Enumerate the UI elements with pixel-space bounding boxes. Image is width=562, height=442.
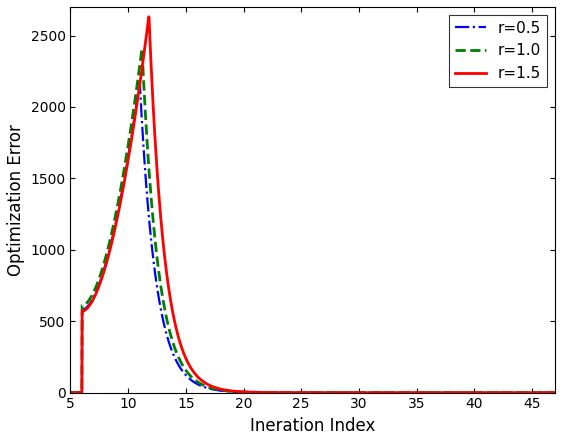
r=1.5 (538, 390, 545, 395)
r=1.0 (139, 46, 146, 51)
r=1.0 (92, 286, 98, 291)
r=0.5 (538, 390, 545, 395)
Legend: r=0.5, r=1.0, r=1.5: r=0.5, r=1.0, r=1.5 (449, 15, 547, 87)
Y-axis label: Optimization Error: Optimization Error (7, 124, 25, 276)
r=1.5 (290, 390, 297, 395)
r=1.5 (552, 390, 559, 395)
r=1.0 (552, 390, 559, 395)
r=1.0 (538, 390, 545, 395)
r=0.5 (136, 80, 143, 85)
r=1.5 (92, 293, 98, 298)
r=0.5 (449, 390, 456, 395)
r=1.0 (67, 390, 74, 395)
r=1.5 (538, 390, 545, 395)
r=0.5 (290, 390, 297, 395)
Line: r=1.5: r=1.5 (70, 17, 555, 392)
Line: r=1.0: r=1.0 (70, 49, 555, 392)
r=1.5 (303, 390, 310, 395)
r=0.5 (67, 390, 74, 395)
r=1.5 (67, 390, 74, 395)
r=0.5 (92, 291, 98, 297)
r=1.0 (290, 390, 297, 395)
r=0.5 (538, 390, 545, 395)
r=1.0 (449, 390, 456, 395)
r=0.5 (552, 390, 559, 395)
r=0.5 (303, 390, 310, 395)
r=1.5 (146, 14, 152, 19)
Line: r=0.5: r=0.5 (70, 82, 555, 392)
r=1.0 (538, 390, 545, 395)
r=1.0 (303, 390, 310, 395)
r=1.5 (449, 390, 456, 395)
X-axis label: Ineration Index: Ineration Index (250, 417, 375, 435)
